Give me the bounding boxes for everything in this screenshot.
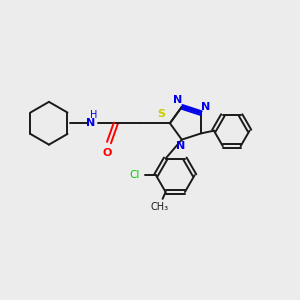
- Text: N: N: [86, 118, 95, 128]
- Text: N: N: [201, 102, 210, 112]
- Text: S: S: [157, 109, 165, 119]
- Text: N: N: [176, 141, 185, 151]
- Text: H: H: [90, 110, 97, 120]
- Text: N: N: [173, 95, 182, 105]
- Text: CH₃: CH₃: [151, 202, 169, 212]
- Text: Cl: Cl: [129, 170, 140, 180]
- Text: O: O: [103, 148, 112, 158]
